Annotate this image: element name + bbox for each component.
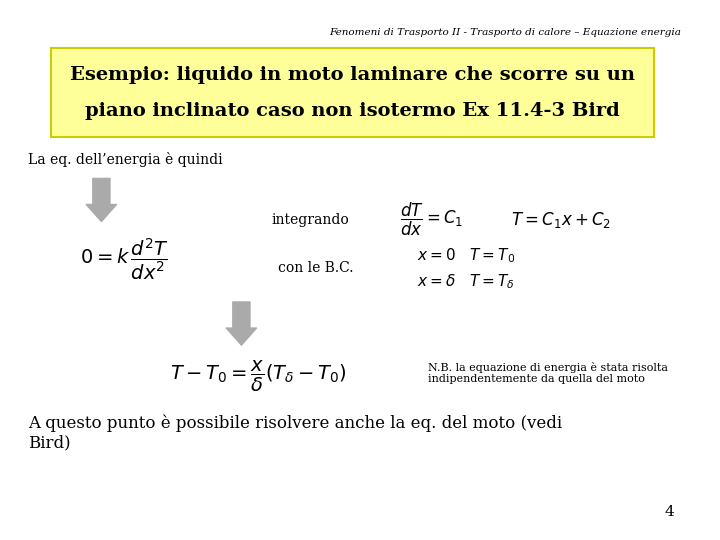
Text: N.B. la equazione di energia è stata risolta: N.B. la equazione di energia è stata ris… (428, 362, 667, 373)
Text: integrando: integrando (271, 213, 349, 227)
FancyArrow shape (86, 178, 117, 222)
Text: piano inclinato caso non isotermo Ex 11.4-3 Bird: piano inclinato caso non isotermo Ex 11.… (85, 102, 620, 120)
Text: $T = C_1 x + C_2$: $T = C_1 x + C_2$ (511, 210, 611, 230)
Text: $\dfrac{dT}{dx} = C_1$: $\dfrac{dT}{dx} = C_1$ (400, 201, 463, 238)
FancyArrow shape (226, 302, 257, 345)
Text: $0 = k\,\dfrac{d^2T}{dx^2}$: $0 = k\,\dfrac{d^2T}{dx^2}$ (80, 236, 169, 282)
Text: A questo punto è possibile risolvere anche la eq. del moto (vedi: A questo punto è possibile risolvere anc… (28, 415, 562, 433)
Text: Fenomeni di Trasporto II - Trasporto di calore – Equazione energia: Fenomeni di Trasporto II - Trasporto di … (330, 28, 681, 37)
Text: $x = \delta \quad T = T_{\delta}$: $x = \delta \quad T = T_{\delta}$ (417, 272, 515, 291)
Text: indipendentemente da quella del moto: indipendentemente da quella del moto (428, 374, 644, 384)
Text: La eq. dell’energia è quindi: La eq. dell’energia è quindi (28, 152, 222, 167)
Text: Bird): Bird) (28, 434, 71, 451)
Text: 4: 4 (665, 505, 675, 519)
Text: con le B.C.: con le B.C. (278, 261, 354, 275)
FancyBboxPatch shape (51, 48, 654, 137)
Text: $x = 0 \quad T = T_0$: $x = 0 \quad T = T_0$ (417, 246, 516, 265)
Text: $T - T_0 = \dfrac{x}{\delta}\left(T_{\delta} - T_0\right)$: $T - T_0 = \dfrac{x}{\delta}\left(T_{\de… (171, 359, 347, 394)
Text: Esempio: liquido in moto laminare che scorre su un: Esempio: liquido in moto laminare che sc… (70, 66, 635, 84)
